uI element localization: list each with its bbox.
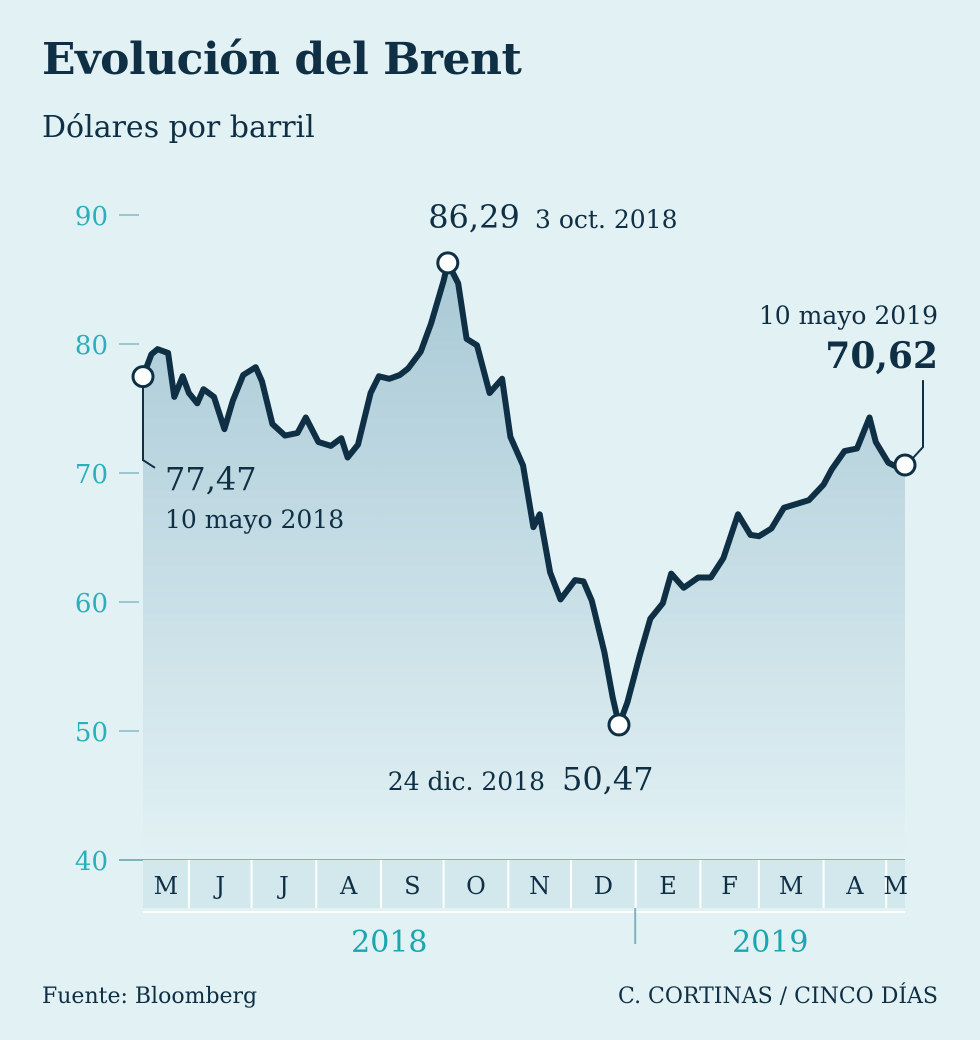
y-tick-label: 50 bbox=[75, 718, 108, 748]
annotation-label: 50,47 bbox=[562, 760, 654, 798]
price-line bbox=[140, 259, 908, 728]
month-label: A bbox=[339, 872, 358, 900]
month-label: A bbox=[845, 872, 864, 900]
annotation-label: 70,62 bbox=[825, 335, 938, 377]
month-label: O bbox=[466, 872, 486, 900]
credit-note: C. CORTINAS / CINCO DÍAS bbox=[618, 984, 938, 1009]
annotation-label: 24 dic. 2018 bbox=[388, 767, 545, 796]
month-label: J bbox=[276, 872, 289, 900]
annotation-label: 3 oct. 2018 bbox=[535, 205, 677, 234]
y-axis: 90 80 70 60 50 40 bbox=[75, 202, 139, 877]
source-note: Fuente: Bloomberg bbox=[42, 984, 258, 1009]
month-label: N bbox=[529, 872, 550, 900]
annotation-label: 86,29 bbox=[428, 198, 520, 236]
annotation-marker bbox=[436, 251, 460, 275]
year-label: 2019 bbox=[732, 925, 808, 960]
annotation-label: 10 mayo 2019 bbox=[759, 301, 938, 330]
month-label: F bbox=[721, 872, 738, 900]
y-tick-label: 80 bbox=[75, 331, 108, 361]
annotation-leaders bbox=[142, 380, 924, 469]
annotation-markers bbox=[131, 251, 917, 737]
y-tick-label: 60 bbox=[75, 589, 108, 619]
chart-subtitle: Dólares por barril bbox=[42, 110, 315, 145]
chart-title: Evolución del Brent bbox=[42, 34, 522, 85]
y-tick-label: 70 bbox=[75, 460, 108, 490]
month-label: J bbox=[212, 872, 225, 900]
month-label: M bbox=[779, 872, 804, 900]
month-label: M bbox=[883, 872, 908, 900]
annotation-marker bbox=[131, 365, 155, 389]
annotation-labels: 77,47 10 mayo 2018 86,29 3 oct. 2018 24 dic.… bbox=[165, 198, 938, 798]
month-label: S bbox=[404, 872, 420, 900]
price-area bbox=[143, 262, 905, 860]
month-label: M bbox=[154, 872, 179, 900]
month-label: E bbox=[659, 872, 677, 900]
month-band bbox=[143, 860, 905, 908]
leader-line bbox=[912, 380, 924, 459]
leader-line bbox=[142, 386, 156, 469]
month-label: D bbox=[594, 872, 613, 900]
annotation-marker bbox=[893, 453, 917, 477]
annotation-label: 10 mayo 2018 bbox=[165, 505, 344, 534]
y-tick-label: 90 bbox=[75, 202, 108, 232]
y-tick-label: 40 bbox=[75, 847, 108, 877]
annotation-marker bbox=[607, 713, 631, 737]
annotation-label: 77,47 bbox=[165, 460, 257, 498]
year-label: 2018 bbox=[351, 925, 427, 960]
